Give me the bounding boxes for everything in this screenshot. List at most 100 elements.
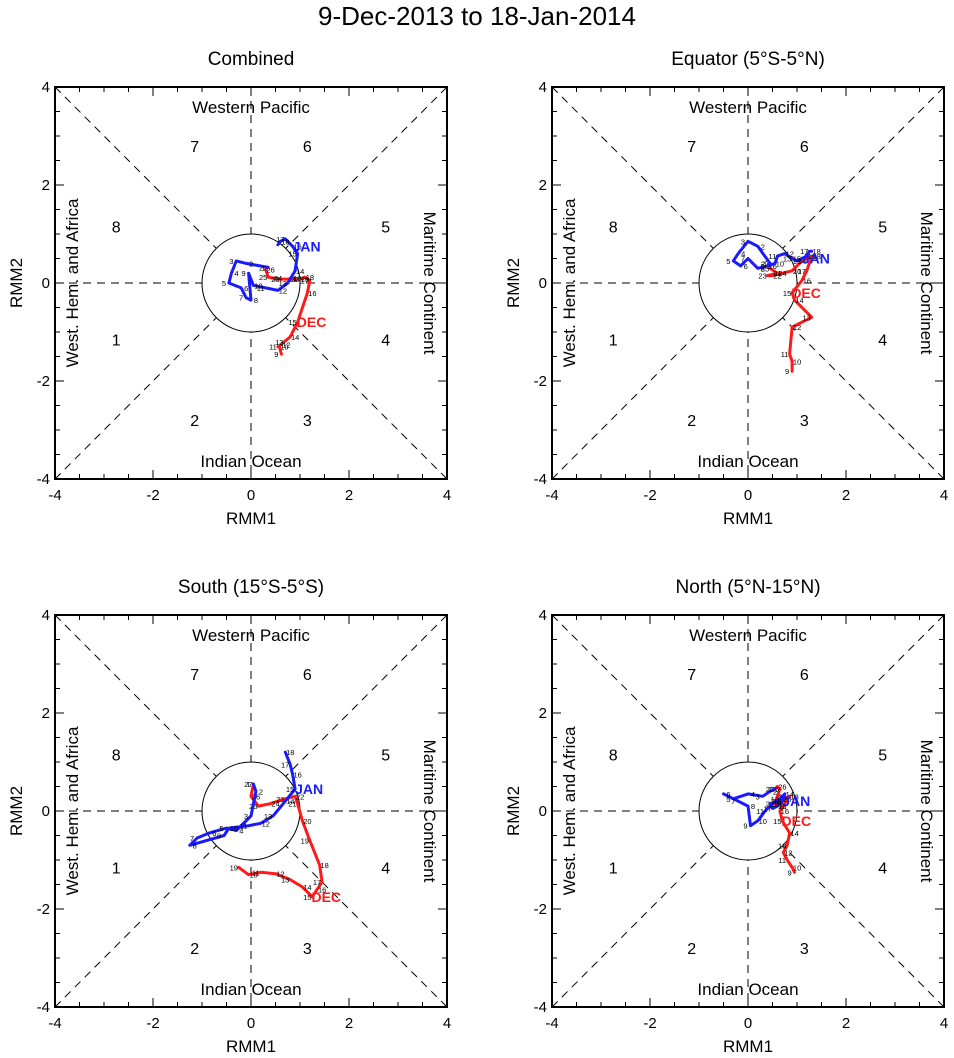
series-line-dec	[264, 265, 312, 356]
day-label: 5	[222, 279, 226, 288]
y-tick-label: -4	[534, 471, 547, 488]
panel-2: Equator (5°S-5°N)-4-4-2-2002244RMM1RMM2W…	[504, 49, 948, 528]
day-label: 15	[303, 893, 311, 902]
phase-number: 6	[800, 139, 809, 156]
day-label: 15	[286, 785, 294, 794]
day-label: 11	[781, 350, 789, 359]
day-label: 5	[726, 795, 730, 804]
region-label-bottom: Indian Ocean	[200, 980, 301, 999]
day-label: 19	[230, 863, 238, 872]
day-label: 21	[288, 275, 296, 284]
panel-title: Combined	[208, 49, 295, 70]
y-tick-label: -4	[534, 999, 547, 1016]
x-axis-label: RMM1	[226, 509, 276, 528]
day-label: 16	[808, 252, 816, 261]
month-label-jan: JAN	[802, 251, 830, 267]
y-tick-label: 4	[539, 79, 547, 96]
day-label: 17	[313, 878, 321, 887]
day-label: 14	[798, 257, 806, 266]
day-label: 6	[744, 262, 748, 271]
day-label: 10	[759, 817, 767, 826]
day-label: 13	[281, 876, 289, 885]
phase-number: 6	[303, 139, 312, 156]
panel-4: North (5°N-15°N)-4-4-2-2002244RMM1RMM2We…	[504, 577, 948, 1056]
phase-number: 4	[878, 860, 887, 877]
phase-number: 5	[878, 220, 887, 237]
day-label: 19	[293, 274, 301, 283]
day-label: 13	[275, 338, 283, 347]
day-label: 24	[274, 274, 282, 283]
day-label: 27	[761, 259, 769, 268]
y-tick-label: 4	[539, 607, 547, 624]
panel-title: Equator (5°S-5°N)	[671, 49, 825, 70]
x-tick-label: 4	[940, 1015, 948, 1032]
region-label-right: Maritime Continent	[917, 740, 936, 883]
day-label: 16	[293, 770, 301, 779]
day-label: 17	[798, 267, 806, 276]
region-label-top: Western Pacific	[192, 98, 310, 117]
y-tick-label: -4	[37, 999, 50, 1016]
day-label: 7	[190, 834, 194, 843]
day-label: 21	[288, 800, 296, 809]
y-tick-label: 0	[539, 275, 547, 292]
day-label: 11	[756, 807, 764, 816]
day-label: 6	[212, 829, 216, 838]
day-label: 21	[773, 269, 781, 278]
day-label: 10	[249, 871, 257, 880]
day-label: 26	[778, 783, 786, 792]
x-tick-label: 2	[345, 1015, 353, 1032]
day-label: 13	[783, 255, 791, 264]
day-label: 13	[803, 313, 811, 322]
day-label: 22	[291, 275, 299, 284]
y-tick-label: 2	[42, 177, 50, 194]
day-label: 18	[790, 792, 798, 801]
day-label: 16	[318, 885, 326, 894]
phase-number: 1	[609, 860, 618, 877]
x-tick-label: -4	[48, 1015, 61, 1032]
phase-number: 2	[190, 941, 199, 958]
day-label: 10	[793, 357, 801, 366]
month-label-jan: JAN	[782, 793, 810, 809]
x-tick-label: 4	[443, 1015, 451, 1032]
y-tick-label: -4	[37, 471, 50, 488]
x-tick-label: 2	[842, 487, 850, 504]
day-label: 27	[244, 780, 252, 789]
day-label: 17	[281, 760, 289, 769]
series-line-dec	[766, 254, 814, 373]
day-label: 17	[276, 235, 284, 244]
region-label-right: Maritime Continent	[917, 212, 936, 355]
x-tick-label: -2	[146, 487, 159, 504]
unit-circle	[698, 233, 798, 333]
day-label: 17	[763, 805, 771, 814]
y-tick-label: 0	[42, 803, 50, 820]
x-tick-label: 0	[247, 487, 255, 504]
day-label: 9	[743, 822, 747, 831]
day-label: 1	[763, 259, 767, 268]
region-label-left: West. Hem. and Africa	[560, 198, 579, 367]
region-label-left: West. Hem. and Africa	[560, 726, 579, 895]
x-tick-label: -2	[146, 1015, 159, 1032]
x-axis-label: RMM1	[226, 1037, 276, 1056]
day-label: 27	[766, 785, 774, 794]
day-label: 14	[286, 797, 294, 806]
day-label: 26	[768, 262, 776, 271]
phase-number: 5	[878, 748, 887, 765]
day-label: 1	[768, 785, 772, 794]
phase-number: 2	[190, 413, 199, 430]
day-label: 12	[773, 800, 781, 809]
day-label: 15	[288, 250, 296, 259]
phase-number: 4	[381, 332, 390, 349]
day-label: 7	[731, 797, 735, 806]
x-tick-label: 2	[842, 1015, 850, 1032]
day-label: 16	[803, 277, 811, 286]
day-label: 18	[286, 748, 294, 757]
y-axis-label: RMM2	[7, 786, 26, 836]
day-label: 17	[800, 247, 808, 256]
y-axis-label: RMM2	[504, 786, 523, 836]
day-label: 20	[301, 275, 309, 284]
day-label: 13	[279, 279, 287, 288]
phase-number: 3	[303, 941, 312, 958]
day-label: 13	[264, 812, 272, 821]
day-label: 22	[296, 792, 304, 801]
